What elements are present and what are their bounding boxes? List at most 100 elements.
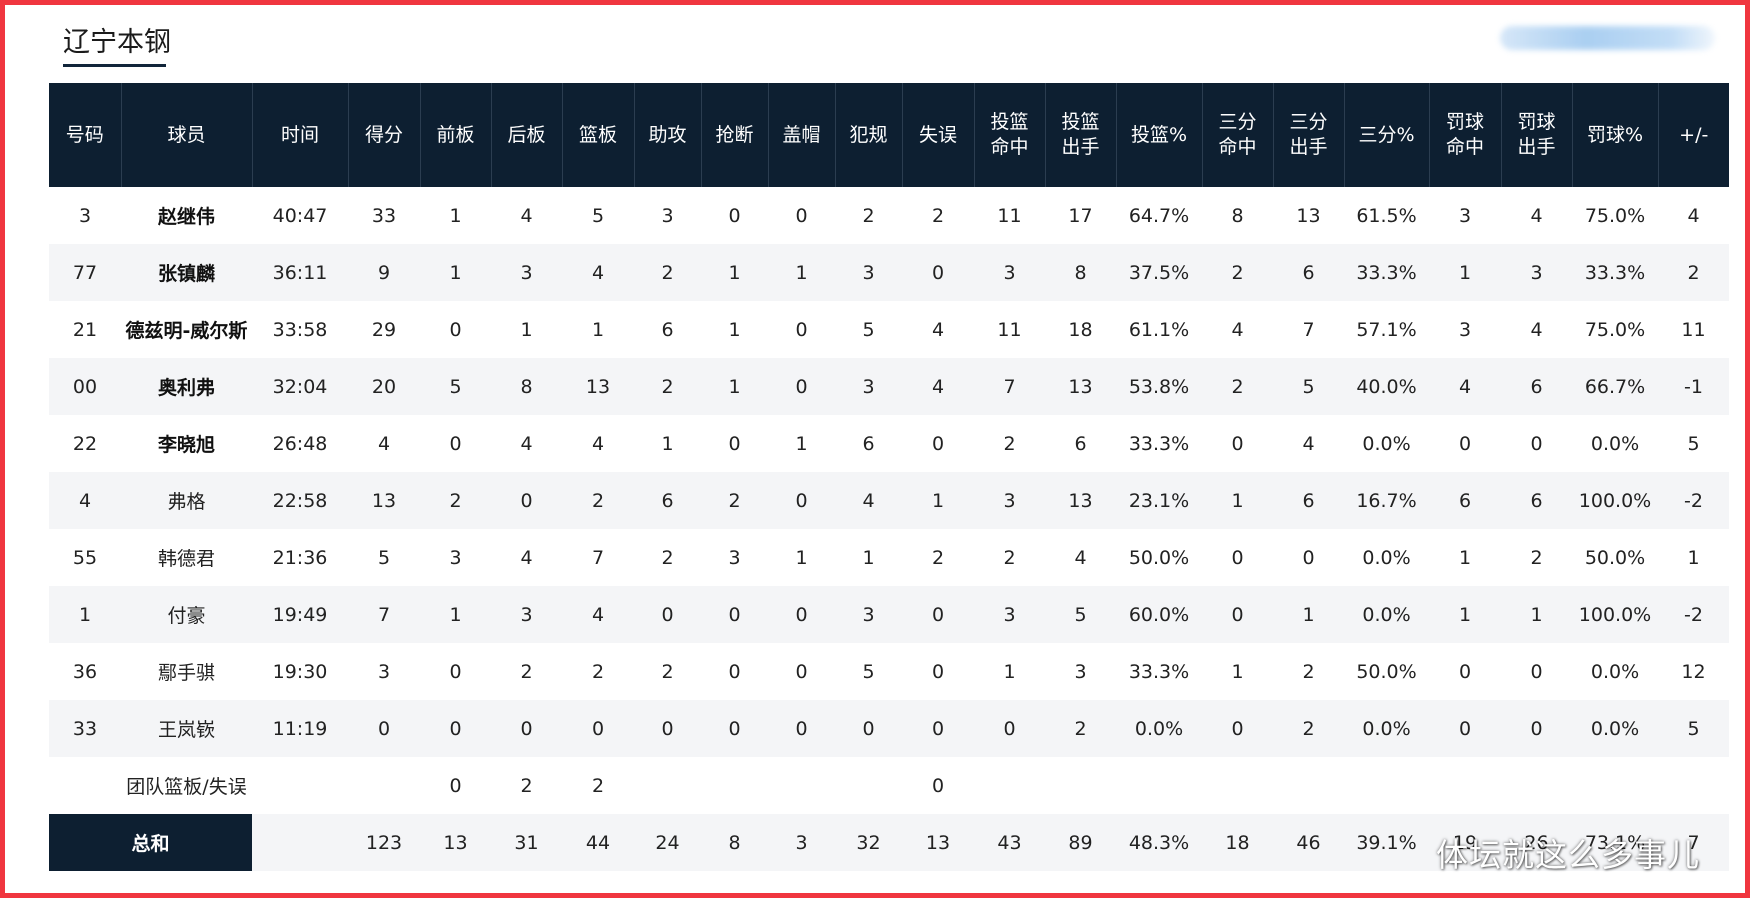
player-name[interactable]: 奥利弗: [121, 358, 252, 415]
stat-cell: 6: [1429, 472, 1501, 529]
stat-cell: 0: [1429, 415, 1501, 472]
stat-cell: 1: [974, 643, 1045, 700]
stat-cell: 3: [1501, 244, 1572, 301]
stat-cell: 75.0%: [1572, 301, 1658, 358]
stat-cell: 4: [1501, 187, 1572, 244]
stat-cell: 0.0%: [1572, 700, 1658, 757]
stat-cell: 3: [634, 187, 701, 244]
stat-cell: 0: [491, 700, 562, 757]
column-header: 篮板: [562, 83, 635, 187]
column-header: 助攻: [634, 83, 702, 187]
player-row[interactable]: 4 弗格 22:58 13 2 0 2 6 2 0 4 1 3 13 23.1% 1 6 16.7% 6 6 100.0…: [49, 472, 1729, 529]
player-name[interactable]: 李晓旭: [121, 415, 252, 472]
stat-cell: 1: [420, 187, 491, 244]
stat-cell: 19:49: [252, 586, 348, 643]
player-name[interactable]: 弗格: [121, 472, 252, 529]
stat-cell: 0: [768, 586, 835, 643]
stat-cell: 2: [974, 415, 1045, 472]
column-header-label: 命中: [1445, 136, 1484, 158]
column-header: 罚球 命中: [1429, 83, 1502, 187]
player-row[interactable]: 77 张镇麟 36:11 9 1 3 4 2 1 1 3 0 3 8 37.5% 2 6 33.3% 1 3 33.3%…: [49, 244, 1729, 301]
column-header-label: +/-: [1679, 123, 1709, 146]
stat-cell: 1: [562, 301, 634, 358]
stat-cell: 0: [1202, 586, 1273, 643]
stat-cell: -2: [1658, 586, 1729, 643]
team-tab-title[interactable]: 辽宁本钢: [63, 27, 171, 58]
column-header: 抢断: [701, 83, 769, 187]
stat-cell: 33.3%: [1344, 244, 1429, 301]
player-row[interactable]: 36 鄢手骐 19:30 3 0 2 2 2 0 0 5 0 1 3 33.3% 1 2 50.0% 0 0 0.0% 1…: [49, 643, 1729, 700]
stat-cell: 40.0%: [1344, 358, 1429, 415]
total-stat-cell: 48.3%: [1116, 814, 1202, 871]
stat-cell: 2: [562, 472, 634, 529]
player-number: 00: [49, 358, 121, 415]
player-row[interactable]: 1 付豪 19:49 7 1 3 4 0 0 0 3 0 3 5 60.0% 0 1 0.0% 1 1 100.0% -2: [49, 586, 1729, 643]
player-number: 33: [49, 700, 121, 757]
stat-cell: 2: [1658, 244, 1729, 301]
column-header-label: 罚球: [1517, 111, 1556, 133]
stat-cell: 0: [902, 244, 974, 301]
stat-cell: 2: [1273, 700, 1344, 757]
player-name[interactable]: 德兹明-威尔斯: [121, 301, 252, 358]
stat-cell: 5: [835, 301, 902, 358]
player-row[interactable]: 00 奥利弗 32:04 20 5 8 13 2 1 0 3 4 7 13 53.8% 2 5 40.0% 4 6 66…: [49, 358, 1729, 415]
stat-cell: 0: [902, 586, 974, 643]
player-name[interactable]: 鄢手骐: [121, 643, 252, 700]
stat-cell: 0: [1429, 643, 1501, 700]
player-name[interactable]: 付豪: [121, 586, 252, 643]
stat-cell: 1: [768, 244, 835, 301]
stat-cell: 7: [348, 586, 420, 643]
stat-cell: 2: [420, 472, 491, 529]
total-stat-cell: 13: [420, 814, 491, 871]
stat-cell: 1: [1273, 586, 1344, 643]
stat-cell: 1: [768, 415, 835, 472]
stat-cell: 18: [1045, 301, 1116, 358]
stat-cell: 13: [1273, 187, 1344, 244]
player-row[interactable]: 55 韩德君 21:36 5 3 4 7 2 3 1 1 2 2 4 50.0% 0 0 0.0% 1 2 50.0% 1: [49, 529, 1729, 586]
stat-cell: 4: [902, 301, 974, 358]
player-number: 55: [49, 529, 121, 586]
stat-cell: 20: [348, 358, 420, 415]
player-name[interactable]: 张镇麟: [121, 244, 252, 301]
stat-cell: 0: [1501, 415, 1572, 472]
stat-cell: 4: [1045, 529, 1116, 586]
player-name[interactable]: 王岚嵚: [121, 700, 252, 757]
column-header-label: 投篮: [1061, 111, 1100, 133]
player-row[interactable]: 21 德兹明-威尔斯 33:58 29 0 1 1 6 1 0 5 4 11 18 61.1% 4 7 57.1%…: [49, 301, 1729, 358]
stat-cell: 4: [1658, 187, 1729, 244]
total-stat-cell: 39.1%: [1344, 814, 1429, 871]
stat-cell: 11: [1658, 301, 1729, 358]
stat-cell: 1: [1202, 643, 1273, 700]
total-stat-cell: 19: [1429, 814, 1501, 871]
stat-cell: 3: [491, 244, 562, 301]
column-header: 球员: [121, 83, 253, 187]
player-name[interactable]: 赵继伟: [121, 187, 252, 244]
stat-cell: 8: [491, 358, 562, 415]
table-header-row: 号码 球员 时间 得分 前板 后板 篮板 助攻 抢断 盖帽 犯规 失误 投篮 命中 投篮 出手 投篮% 三分 命中三…: [49, 83, 1729, 187]
stat-cell: 0: [1202, 700, 1273, 757]
player-name[interactable]: 韩德君: [121, 529, 252, 586]
column-header: 号码: [49, 83, 122, 187]
stat-cell: 2: [562, 643, 634, 700]
stat-cell: 0: [634, 700, 701, 757]
stat-cell: 0: [1429, 700, 1501, 757]
stat-cell: -1: [1658, 358, 1729, 415]
stat-cell: 4: [348, 415, 420, 472]
player-row[interactable]: 3 赵继伟 40:47 33 1 4 5 3 0 0 2 2 11 17 64.7% 8 13 61.5% 3 4 75…: [49, 187, 1729, 244]
stat-cell: 0.0%: [1116, 700, 1202, 757]
team-row-reb: 2: [562, 757, 634, 814]
player-number: 21: [49, 301, 121, 358]
column-header-label: 抢断: [715, 123, 754, 146]
stat-cell: 61.5%: [1344, 187, 1429, 244]
stat-cell: 12: [1658, 643, 1729, 700]
team-rebounds-turnovers-row: 团队篮板/失误 0 2 2 0: [49, 757, 1729, 814]
player-row[interactable]: 22 李晓旭 26:48 4 0 4 4 1 0 1 6 0 2 6 33.3% 0 4 0.0% 0 0 0.0% 5: [49, 415, 1729, 472]
player-row[interactable]: 33 王岚嵚 11:19 0 0 0 0 0 0 0 0 0 0 2 0.0% 0 2 0.0% 0 0 0.0% 5: [49, 700, 1729, 757]
total-stat-cell: 24: [634, 814, 701, 871]
stat-cell: 2: [1202, 244, 1273, 301]
stat-cell: 0: [902, 700, 974, 757]
column-header: 投篮%: [1116, 83, 1203, 187]
stat-cell: 0: [768, 358, 835, 415]
column-header-label: 投篮%: [1130, 123, 1188, 146]
stat-cell: 0: [768, 187, 835, 244]
